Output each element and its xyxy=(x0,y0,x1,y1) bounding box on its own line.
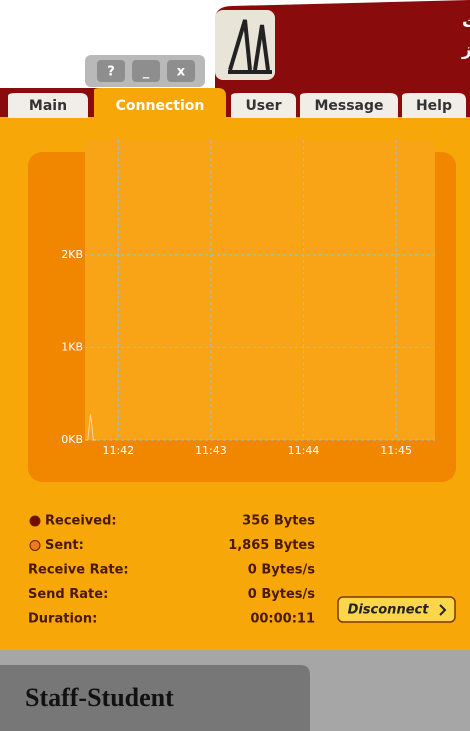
header-title: مرکز فناوری‌اطلاعات xyxy=(462,12,470,32)
tab[interactable] xyxy=(8,93,88,118)
x-tick-label: 11:45 xyxy=(380,444,412,457)
stat-value: 00:00:11 xyxy=(250,612,315,627)
window-button[interactable] xyxy=(167,60,195,82)
stat-label: Receive Rate: xyxy=(28,563,129,578)
tab-label: Main xyxy=(29,98,67,114)
footer-tab xyxy=(0,665,310,731)
window-button-label: ? xyxy=(107,65,115,80)
content: مرکز فناوری‌اطلاعات دانشگاه تبریز? _ x Main C… xyxy=(8,12,470,712)
stat-value: 356 Bytes xyxy=(242,514,315,529)
stat-value: 0 Bytes/s xyxy=(248,563,315,578)
legend-dot xyxy=(29,540,41,551)
stat-label: Received: xyxy=(45,514,117,529)
stat-label: Send Rate: xyxy=(28,587,108,602)
tab[interactable] xyxy=(402,93,466,118)
stat-value: 1,865 Bytes xyxy=(228,538,315,553)
legend-dot xyxy=(29,515,41,527)
window-button-label: _ xyxy=(143,65,150,80)
footer-label: Staff-Student xyxy=(25,683,174,712)
logo-mark xyxy=(228,19,272,74)
disconnect-arrow xyxy=(439,604,447,616)
window-button[interactable] xyxy=(132,60,160,82)
stat-value: 0 Bytes/s xyxy=(248,587,315,602)
disconnect-label: Disconnect xyxy=(348,603,430,618)
stat-label: Duration: xyxy=(28,612,97,627)
y-tick-label: 1KB xyxy=(61,340,83,353)
x-tick-label: 11:42 xyxy=(102,444,134,457)
tab-label: Message xyxy=(314,98,383,114)
header-title: دانشگاه تبریز xyxy=(461,39,470,60)
window-button-label: x xyxy=(177,65,186,80)
tab-label: Connection xyxy=(116,98,205,114)
tab[interactable] xyxy=(94,88,226,118)
x-tick-label: 11:44 xyxy=(288,444,320,457)
plot-area xyxy=(85,140,435,440)
window-button[interactable] xyxy=(97,60,125,82)
tab-label: Help xyxy=(416,98,452,114)
disconnect-button[interactable] xyxy=(337,596,456,623)
y-tick-label: 0KB xyxy=(61,433,83,446)
tab[interactable] xyxy=(300,93,398,118)
header-banner xyxy=(215,0,470,88)
x-tick-label: 11:43 xyxy=(195,444,227,457)
data-line xyxy=(85,414,97,441)
y-tick-label: 2KB xyxy=(61,248,83,261)
tab[interactable] xyxy=(231,93,296,118)
stat-label: Sent: xyxy=(45,538,84,553)
tab-label: User xyxy=(245,98,281,114)
